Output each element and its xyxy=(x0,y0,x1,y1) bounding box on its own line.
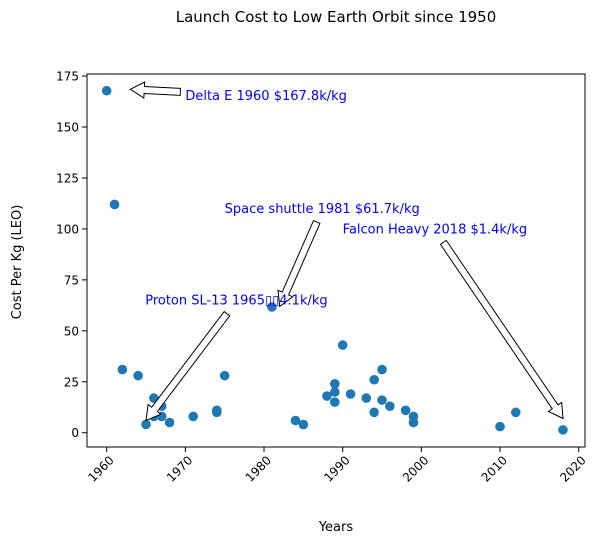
y-tick-label: 50 xyxy=(64,324,79,338)
y-tick-label: 150 xyxy=(56,120,79,134)
data-point xyxy=(345,389,356,399)
y-tick-label: 25 xyxy=(64,375,79,389)
annotation-arrow xyxy=(439,239,564,420)
x-tick-label: 1980 xyxy=(243,453,274,484)
x-tick-label: 2010 xyxy=(479,453,510,484)
data-point xyxy=(212,407,222,418)
annotation-arrow xyxy=(145,310,231,422)
data-point xyxy=(188,411,199,422)
data-point xyxy=(101,85,112,96)
data-point xyxy=(133,370,143,381)
x-tick-label: 1970 xyxy=(164,453,195,484)
data-point xyxy=(385,401,395,412)
data-point xyxy=(322,391,332,401)
y-tick-label: 75 xyxy=(64,273,79,287)
y-tick-label: 125 xyxy=(56,171,79,185)
data-point xyxy=(267,302,277,312)
plot-frame xyxy=(86,73,586,448)
y-tick-label: 175 xyxy=(56,70,79,84)
data-point xyxy=(510,407,521,418)
y-axis-label: Cost Per Kg (LEO) xyxy=(10,205,25,320)
data-point xyxy=(369,374,379,385)
data-point xyxy=(219,370,230,381)
annotations: Delta E 1960 $167.8k/kg Space shuttle 198… xyxy=(129,81,564,422)
data-point xyxy=(330,387,340,397)
data-point xyxy=(330,397,340,407)
x-tick-label: 2000 xyxy=(400,453,431,484)
data-point xyxy=(290,415,301,426)
data-point xyxy=(400,405,411,416)
data-point xyxy=(495,421,505,432)
data-points xyxy=(101,85,568,435)
data-point xyxy=(330,379,340,389)
data-point xyxy=(298,419,309,430)
data-point xyxy=(109,199,120,210)
data-point xyxy=(117,364,128,375)
data-point xyxy=(408,417,419,428)
y-tick-label: 0 xyxy=(71,426,79,440)
data-point xyxy=(164,417,175,428)
data-point xyxy=(558,425,568,435)
data-point xyxy=(369,407,379,418)
data-point xyxy=(141,419,151,430)
annotation-label: Proton SL-13 1965▯▯4.1k/kg xyxy=(145,294,327,309)
data-point xyxy=(377,395,387,405)
y-tick-label: 100 xyxy=(56,222,79,236)
annotation-arrow xyxy=(277,219,321,308)
x-axis-label: Years xyxy=(318,520,354,535)
annotation-label: Space shuttle 1981 $61.7k/kg xyxy=(225,202,420,217)
x-tick-label: 2020 xyxy=(557,453,588,484)
annotation-arrow xyxy=(129,81,182,99)
data-point xyxy=(361,393,372,403)
annotation-label: Falcon Heavy 2018 $1.4k/kg xyxy=(343,222,527,237)
chart-title: Launch Cost to Low Earth Orbit since 195… xyxy=(176,8,497,26)
annotation-label: Delta E 1960 $167.8k/kg xyxy=(185,89,347,104)
axis-ticks: 1960 1970 1980 1990 2000 2010 2020 0 25 50 75 100 12… xyxy=(56,70,589,485)
x-tick-label: 1960 xyxy=(85,453,116,484)
data-point xyxy=(377,364,387,375)
data-point xyxy=(337,340,348,350)
x-tick-label: 1990 xyxy=(321,453,352,484)
